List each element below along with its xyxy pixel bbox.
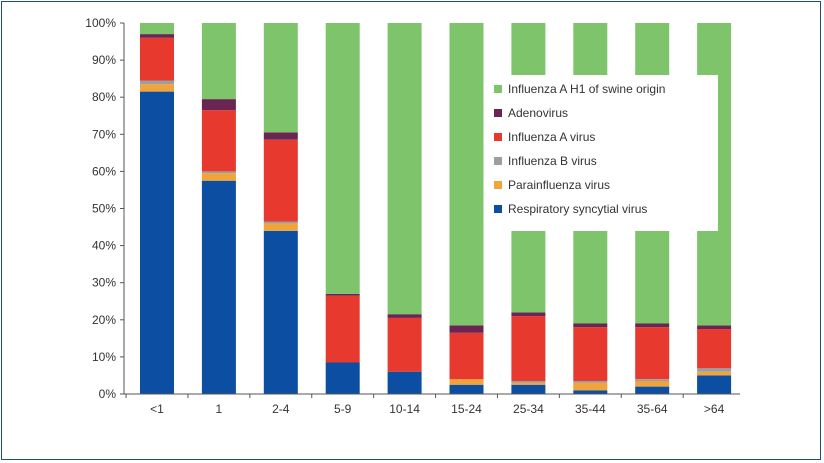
- x-tick-label: 15-24: [451, 402, 482, 416]
- bar-segment: [387, 23, 422, 315]
- bar-segment: [511, 316, 546, 381]
- y-tick-label: 0%: [99, 387, 117, 401]
- y-tick-label: 20%: [92, 313, 116, 327]
- bar-segment: [697, 325, 732, 330]
- legend-item: Parainfluenza virus: [494, 176, 610, 194]
- x-tick-label: 25-34: [513, 402, 544, 416]
- legend-swatch: [494, 181, 502, 189]
- bar-segment: [325, 23, 360, 294]
- bar-segment: [511, 312, 546, 317]
- bar-segment: [573, 382, 608, 391]
- x-tick-label: 10-14: [389, 402, 420, 416]
- bar-segment: [511, 382, 546, 385]
- y-tick-label: 10%: [92, 350, 116, 364]
- bar-segment: [635, 386, 670, 394]
- y-tick-label: 70%: [92, 127, 116, 141]
- bar-segment: [140, 91, 174, 394]
- bar-segment: [263, 223, 298, 231]
- bar-segment: [449, 332, 484, 380]
- bar-segment: [140, 80, 174, 85]
- legend-label: Respiratory syncytial virus: [508, 202, 648, 216]
- legend-label: Parainfluenza virus: [508, 178, 611, 192]
- legend-label: Adenovirus: [508, 106, 569, 120]
- bar-segment: [325, 293, 360, 296]
- legend-item: Respiratory syncytial virus: [494, 200, 647, 218]
- bar-segment: [697, 375, 732, 394]
- legend-swatch: [494, 157, 502, 165]
- legend-swatch: [494, 205, 502, 213]
- bar-segment: [263, 230, 298, 394]
- y-tick-label: 40%: [92, 239, 116, 253]
- x-tick-label: 5-9: [334, 402, 352, 416]
- chart-legend: Influenza A H1 of swine origin Adenovirus…: [486, 75, 718, 231]
- bar-segment: [449, 23, 484, 326]
- bar-segment: [449, 325, 484, 333]
- bar-segment: [140, 37, 174, 81]
- legend-swatch: [494, 109, 502, 117]
- bar-segment: [325, 362, 360, 394]
- legend-item: Influenza B virus: [494, 152, 597, 170]
- bar-segment: [325, 295, 360, 363]
- bar-segment: [697, 368, 732, 372]
- bar-segment: [263, 132, 298, 140]
- y-tick-label: 30%: [92, 276, 116, 290]
- x-tick-label: >64: [704, 402, 725, 416]
- bar-segment: [140, 23, 174, 35]
- bar-segment: [201, 23, 236, 100]
- x-tick-label: 35-64: [637, 402, 668, 416]
- x-tick-label: 35-44: [575, 402, 606, 416]
- y-tick-label: 90%: [92, 53, 116, 67]
- bar-segment: [263, 23, 298, 133]
- legend-label: Influenza A H1 of swine origin: [508, 82, 666, 96]
- y-tick-label: 100%: [85, 16, 116, 30]
- x-tick-label: 2-4: [272, 402, 290, 416]
- x-tick-label: <1: [150, 402, 164, 416]
- axes-layer: 0% 10% 20% 30% 40% 50% 60% 70% 80% 90% 100% <1 1 2-4 5…: [85, 16, 740, 416]
- bar-segment: [697, 329, 732, 369]
- legend-swatch: [494, 133, 502, 141]
- bar-segment: [573, 323, 608, 328]
- bar-segment: [201, 173, 236, 181]
- bar-segment: [697, 371, 732, 376]
- bar-segment: [635, 381, 670, 387]
- bar-segment: [263, 139, 298, 222]
- bar-segment: [201, 99, 236, 111]
- bar-segment: [635, 323, 670, 328]
- bar-segment: [387, 314, 422, 318]
- bar-segment: [449, 384, 484, 394]
- legend-item: Adenovirus: [494, 104, 568, 122]
- bar-segment: [201, 110, 236, 172]
- legend-item: Influenza A virus: [494, 128, 595, 146]
- bar-segment: [573, 327, 608, 381]
- y-tick-label: 60%: [92, 164, 116, 178]
- bar-segment: [140, 34, 174, 38]
- legend-swatch: [494, 85, 502, 93]
- bar-segment: [635, 327, 670, 380]
- bar-segment: [511, 381, 546, 383]
- legend-label: Influenza A virus: [508, 130, 596, 144]
- bar-segment: [201, 180, 236, 394]
- bar-segment: [573, 390, 608, 394]
- bar-segment: [511, 384, 546, 394]
- bar-segment: [573, 381, 608, 383]
- legend-item: Influenza A H1 of swine origin: [494, 80, 665, 98]
- x-tick-label: 1: [216, 402, 223, 416]
- bar-segment: [387, 371, 422, 394]
- bar-segment: [449, 379, 484, 385]
- bar-segment: [201, 171, 236, 174]
- y-tick-label: 80%: [92, 90, 116, 104]
- bar-segment: [635, 379, 670, 382]
- bar-segment: [387, 317, 422, 372]
- y-tick-label: 50%: [92, 202, 116, 216]
- bar-segment: [140, 84, 174, 92]
- legend-label: Influenza B virus: [508, 154, 597, 168]
- bar-segment: [263, 221, 298, 224]
